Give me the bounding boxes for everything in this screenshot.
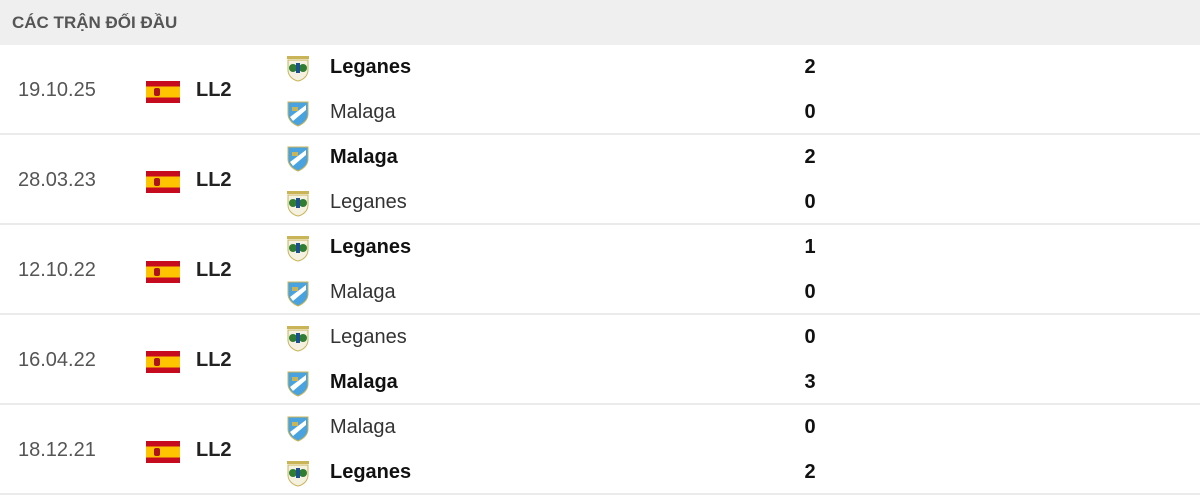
team-home: Leganes — [284, 225, 411, 270]
match-date: 28.03.23 — [18, 169, 96, 191]
section-header: CÁC TRẬN ĐỐI ĐẦU — [0, 0, 1200, 45]
team-name: Malaga — [330, 416, 396, 438]
match-date: 19.10.25 — [18, 79, 96, 101]
team-home: Leganes — [284, 45, 411, 90]
team-away: Malaga — [284, 360, 398, 405]
match-date: 18.12.21 — [18, 439, 96, 461]
home-score: 2 — [804, 56, 816, 78]
team-name: Leganes — [330, 236, 412, 258]
away-score: 0 — [804, 191, 816, 213]
team-name: Malaga — [330, 371, 398, 393]
league-label: LL2 — [196, 349, 232, 371]
malaga-logo-icon — [284, 369, 312, 397]
team-name: Malaga — [330, 281, 396, 303]
match-date: 12.10.22 — [18, 259, 96, 281]
away-score: 0 — [804, 101, 816, 123]
team-home: Malaga — [284, 405, 396, 450]
leganes-logo-icon — [284, 324, 312, 352]
match-row[interactable]: 19.10.25 LL2 Leganes Malaga 2 0 — [0, 45, 1200, 135]
match-row[interactable]: 16.04.22 LL2 Leganes Malaga 0 3 — [0, 315, 1200, 405]
away-score: 2 — [804, 461, 816, 483]
match-row[interactable]: 18.12.21 LL2 Malaga Leganes 0 2 — [0, 405, 1200, 495]
malaga-logo-icon — [284, 414, 312, 442]
team-away: Malaga — [284, 270, 396, 315]
away-score: 0 — [804, 281, 816, 303]
league-label: LL2 — [196, 439, 232, 461]
home-score: 0 — [804, 416, 816, 438]
leganes-logo-icon — [284, 189, 312, 217]
leganes-logo-icon — [284, 459, 312, 487]
section-title: CÁC TRẬN ĐỐI ĐẦU — [12, 12, 178, 32]
league-label: LL2 — [196, 79, 232, 101]
team-name: Leganes — [330, 56, 412, 78]
team-name: Leganes — [330, 191, 407, 213]
spain-flag-icon — [146, 351, 180, 373]
match-date: 16.04.22 — [18, 349, 96, 371]
team-away: Malaga — [284, 90, 396, 135]
match-row[interactable]: 12.10.22 LL2 Leganes Malaga 1 0 — [0, 225, 1200, 315]
team-away: Leganes — [284, 450, 411, 495]
home-score: 0 — [804, 326, 816, 348]
spain-flag-icon — [146, 261, 180, 283]
team-name: Malaga — [330, 101, 396, 123]
spain-flag-icon — [146, 81, 180, 103]
team-name: Leganes — [330, 461, 412, 483]
home-score: 2 — [804, 146, 816, 168]
team-name: Leganes — [330, 326, 407, 348]
team-name: Malaga — [330, 146, 398, 168]
malaga-logo-icon — [284, 144, 312, 172]
match-list: 19.10.25 LL2 Leganes Malaga 2 0 28.03.23 L… — [0, 45, 1200, 495]
leganes-logo-icon — [284, 234, 312, 262]
home-score: 1 — [804, 236, 816, 258]
spain-flag-icon — [146, 441, 180, 463]
away-score: 3 — [804, 371, 816, 393]
team-away: Leganes — [284, 180, 407, 225]
team-home: Leganes — [284, 315, 407, 360]
league-label: LL2 — [196, 259, 232, 281]
match-row[interactable]: 28.03.23 LL2 Malaga Leganes 2 0 — [0, 135, 1200, 225]
spain-flag-icon — [146, 171, 180, 193]
league-label: LL2 — [196, 169, 232, 191]
team-home: Malaga — [284, 135, 398, 180]
malaga-logo-icon — [284, 279, 312, 307]
malaga-logo-icon — [284, 99, 312, 127]
leganes-logo-icon — [284, 54, 312, 82]
